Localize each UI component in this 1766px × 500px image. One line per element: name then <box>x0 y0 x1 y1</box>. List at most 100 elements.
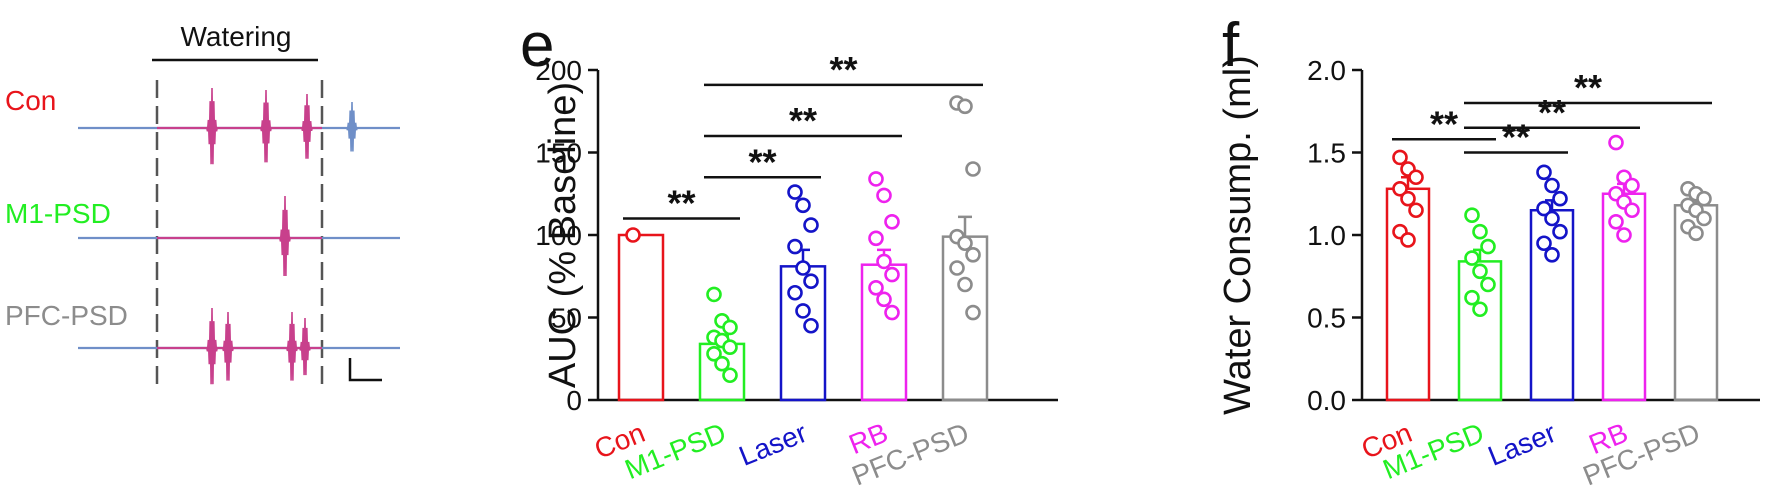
y-tick-label: 0.5 <box>1307 303 1346 334</box>
data-point <box>1472 301 1488 318</box>
data-point <box>1552 223 1568 240</box>
data-point <box>965 161 981 177</box>
data-point <box>1464 250 1480 266</box>
data-point <box>957 98 973 115</box>
data-point <box>965 247 981 263</box>
data-point <box>1608 214 1624 230</box>
y-tick-label: 0 <box>566 385 582 416</box>
data-point <box>957 276 973 293</box>
bar-laser <box>1529 209 1575 402</box>
data-point <box>868 230 884 247</box>
data-point <box>1400 232 1416 248</box>
data-point <box>1544 247 1560 263</box>
watering-header: Watering <box>180 21 291 52</box>
significance-mark: ** <box>667 183 695 224</box>
data-point <box>795 260 811 276</box>
y-axis-label: AUC (% Baseline) <box>542 82 584 388</box>
data-point <box>868 279 884 296</box>
data-point <box>803 273 819 290</box>
data-point <box>803 317 819 334</box>
bar-laser <box>779 265 827 402</box>
data-point <box>787 284 803 301</box>
data-point <box>1408 169 1424 186</box>
data-point <box>1464 289 1480 306</box>
bar-con <box>1385 187 1431 402</box>
bar-rb <box>860 263 908 402</box>
trace-label-pfc-psd: PFC-PSD <box>5 300 128 331</box>
y-axis-label: Water Consump. (ml) <box>1217 55 1259 415</box>
y-tick-label: 0.0 <box>1307 385 1346 416</box>
x-tick-label: Laser <box>1484 417 1561 472</box>
data-point <box>795 303 811 319</box>
data-point <box>957 235 973 252</box>
spike-burst <box>205 307 219 385</box>
spike-burst <box>300 93 314 159</box>
data-point <box>1688 225 1704 242</box>
data-point <box>722 367 738 384</box>
bar-pfc-psd <box>941 235 989 402</box>
data-point <box>884 214 900 230</box>
data-point <box>876 187 892 204</box>
spike-burst <box>221 311 235 381</box>
data-point <box>1536 200 1552 217</box>
spike-burst <box>205 87 219 165</box>
data-point <box>949 260 965 276</box>
data-point <box>787 238 803 255</box>
y-tick-label: 1.0 <box>1307 220 1346 251</box>
data-point <box>795 197 811 214</box>
data-point <box>876 253 892 270</box>
panel-letter: f <box>1222 11 1240 80</box>
data-point <box>1472 263 1488 280</box>
data-point <box>803 217 819 233</box>
trace-label-con: Con <box>5 85 56 116</box>
data-point <box>714 355 730 372</box>
data-point <box>868 171 884 187</box>
data-point <box>1696 190 1712 207</box>
data-point <box>1536 164 1552 181</box>
significance-mark: ** <box>1574 67 1602 108</box>
spike-burst <box>298 317 312 376</box>
data-point <box>722 319 738 336</box>
data-point <box>1552 190 1568 207</box>
spike-burst <box>259 89 273 163</box>
data-point <box>1696 210 1712 227</box>
panel-letter: e <box>520 11 554 80</box>
data-point <box>884 266 900 283</box>
data-point <box>787 184 803 200</box>
significance-mark: ** <box>748 141 776 182</box>
significance-mark: ** <box>1502 117 1530 158</box>
spike-burst <box>278 195 292 277</box>
y-tick-label: 100 <box>535 220 582 251</box>
data-point <box>625 227 641 243</box>
x-tick-label: Laser <box>735 417 812 472</box>
data-point <box>706 286 722 303</box>
significance-mark: ** <box>789 100 817 141</box>
data-point <box>1392 181 1408 197</box>
spike-burst <box>345 101 359 152</box>
data-point <box>1624 202 1640 219</box>
y-tick-label: 50 <box>551 303 582 334</box>
data-point <box>1472 223 1488 240</box>
y-tick-label: 150 <box>535 138 582 169</box>
data-point <box>1624 177 1640 194</box>
data-point <box>1480 276 1496 293</box>
y-tick-label: 200 <box>535 55 582 86</box>
data-point <box>1480 238 1496 255</box>
data-point <box>876 291 892 308</box>
data-point <box>1544 210 1560 227</box>
bar-con <box>617 233 665 402</box>
data-point <box>706 345 722 362</box>
data-point <box>1464 207 1480 223</box>
y-tick-label: 2.0 <box>1307 55 1346 86</box>
data-point <box>1392 149 1408 166</box>
data-point <box>1608 134 1624 151</box>
data-point <box>1616 227 1632 243</box>
trace-lines <box>78 87 400 385</box>
data-point <box>1544 177 1560 194</box>
significance-mark: ** <box>1538 92 1566 133</box>
data-point <box>965 304 981 321</box>
y-tick-label: 1.5 <box>1307 138 1346 169</box>
